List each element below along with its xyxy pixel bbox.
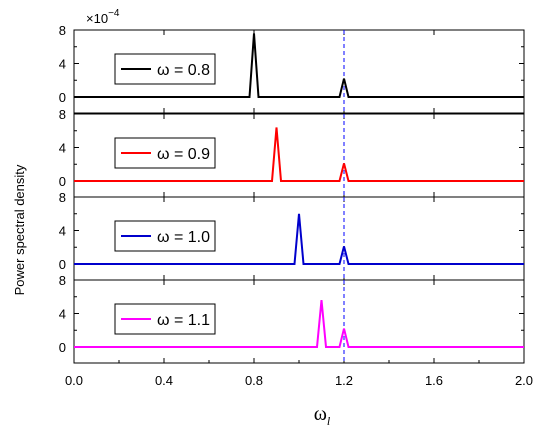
y-tick-label: 4 bbox=[59, 307, 66, 322]
x-tick-label: 0.0 bbox=[65, 373, 83, 388]
legend-label: ω = 1.0 bbox=[157, 229, 210, 246]
legend-label: ω = 0.8 bbox=[157, 62, 210, 79]
x-axis-ticks: 0.0 0.4 0.8 1.2 1.6 2.0 bbox=[65, 360, 533, 388]
x-tick-label: 1.6 bbox=[425, 373, 443, 388]
x-axis-label: ωl bbox=[314, 403, 331, 428]
y-tick-label: 8 bbox=[59, 273, 66, 288]
y-axis-label: Power spectral density bbox=[12, 164, 27, 295]
x-tick-label: 0.8 bbox=[245, 373, 263, 388]
panels-group: 0 4 8 ω = 0.8 0 4 8 ω = 0.9 0 4 8 ω = 1.0 0 4 8 ω = 1.1 bbox=[59, 23, 525, 364]
y-tick-label: 4 bbox=[59, 141, 66, 156]
y-tick-label: 4 bbox=[59, 57, 66, 72]
legend-label: ω = 0.9 bbox=[157, 146, 210, 163]
series-line bbox=[74, 33, 524, 98]
panel-3: 0 4 8 ω = 1.0 bbox=[59, 190, 525, 281]
y-tick-label: 0 bbox=[59, 340, 66, 355]
series-line bbox=[74, 213, 524, 265]
x-tick-label: 0.4 bbox=[155, 373, 173, 388]
x-tick-label: 2.0 bbox=[515, 373, 533, 388]
legend-label: ω = 1.1 bbox=[157, 312, 210, 329]
y-tick-label: 0 bbox=[59, 174, 66, 189]
series-line bbox=[74, 300, 524, 348]
y-tick-label: 8 bbox=[59, 23, 66, 38]
y-tick-label: 0 bbox=[59, 257, 66, 272]
y-tick-label: 8 bbox=[59, 190, 66, 205]
y-tick-label: 0 bbox=[59, 90, 66, 105]
y-tick-label: 4 bbox=[59, 224, 66, 239]
series-line bbox=[74, 127, 524, 182]
y-tick-label: 8 bbox=[59, 107, 66, 122]
panel-1: 0 4 8 ω = 0.8 bbox=[59, 23, 525, 114]
panel-2: 0 4 8 ω = 0.9 bbox=[59, 107, 525, 198]
panel-4: 0 4 8 ω = 1.1 bbox=[59, 273, 525, 364]
y-multiplier: ×10−4 bbox=[86, 8, 120, 26]
panel-frame bbox=[73, 29, 525, 114]
x-tick-label: 1.2 bbox=[335, 373, 353, 388]
